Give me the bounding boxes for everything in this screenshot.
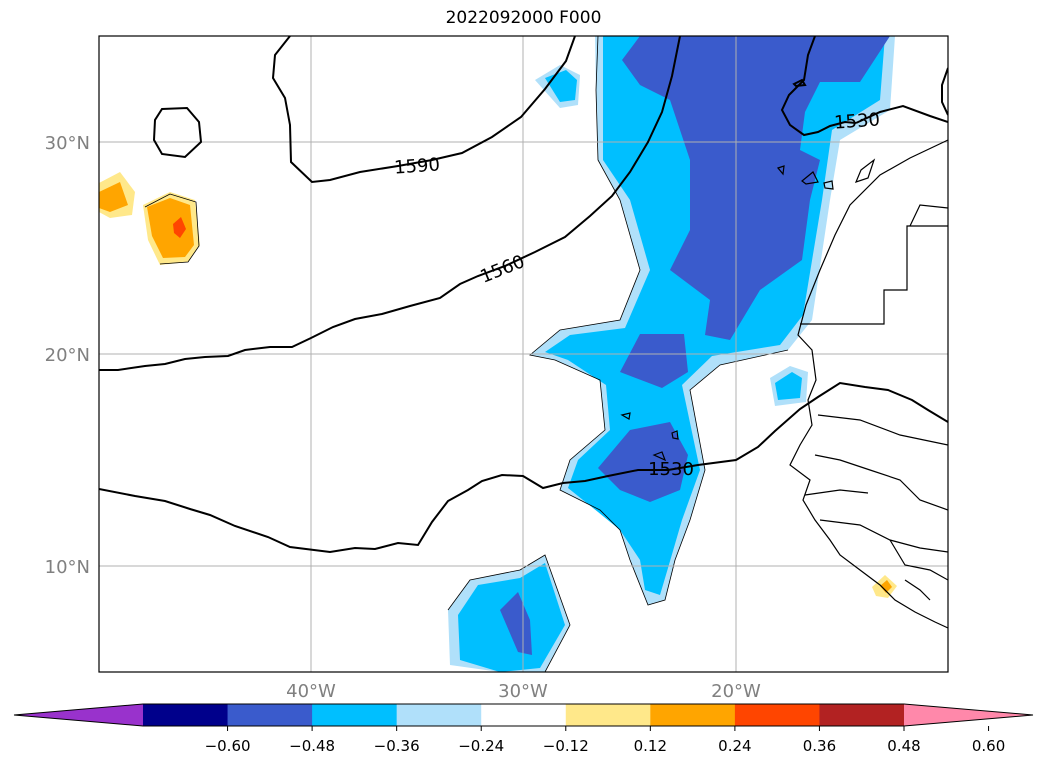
colorbar-segment [396,704,482,726]
contour-label-1530-north: 1530 [834,109,881,133]
colorbar-segment [819,704,905,726]
contour-label-1560: 1560 [477,251,527,288]
coastlines [620,139,948,629]
lat-label-20n: 20°N [45,345,90,366]
map-title: 2022092000 F000 [445,8,602,28]
colorbar: −0.60 −0.48 −0.36 −0.24 −0.12 0.12 0.24 0.36 0.4… [13,703,1034,755]
colorbar-segment [312,704,398,726]
colorbar-segments [14,704,1033,726]
latitude-labels: 30°N 20°N 10°N [45,133,90,578]
colorbar-extend-low [14,704,143,726]
lon-label-40w: 40°W [286,681,336,702]
contour-label-group: 1590 1560 1530 1530 [393,109,881,480]
colorbar-tick-label: 0.24 [718,737,751,755]
longitude-labels: 40°W 30°W 20°W [286,681,761,702]
colorbar-tick-label: −0.48 [289,737,335,755]
colorbar-tick-label: −0.36 [374,737,420,755]
colorbar-tick-label: 0.60 [972,737,1005,755]
colorbar-tick-label: 0.48 [887,737,920,755]
colorbar-tick-label: 0.12 [634,737,667,755]
colorbar-tick-label: −0.24 [458,737,504,755]
colorbar-ticks: −0.60 −0.48 −0.36 −0.24 −0.12 0.12 0.24 0.36 0.4… [205,726,1005,755]
positive-anomaly-fill [99,172,897,598]
colorbar-tick-label: 0.36 [803,737,836,755]
contour-label-1590: 1590 [393,154,440,178]
anomaly-outline [144,36,789,672]
colorbar-tick-label: −0.12 [543,737,589,755]
colorbar-tick-label: −0.60 [205,737,251,755]
lat-label-30n: 30°N [45,133,90,154]
lon-label-20w: 20°W [711,681,761,702]
negative-anomaly-fill [448,36,895,672]
map-plot-area: 1590 1560 1530 1530 [99,36,948,672]
colorbar-segment [143,704,229,726]
colorbar-segment [734,704,820,726]
lon-label-30w: 30°W [498,681,548,702]
graticule [99,36,948,672]
colorbar-segment [481,704,567,726]
colorbar-segment [227,704,313,726]
colorbar-segment [565,704,651,726]
map-frame [98,35,949,673]
colorbar-segment [650,704,736,726]
lat-label-10n: 10°N [45,557,90,578]
contour-label-1530-south: 1530 [648,459,694,480]
colorbar-extend-high [904,704,1033,726]
colorbar-outline [13,703,1034,727]
height-contours [99,36,948,554]
